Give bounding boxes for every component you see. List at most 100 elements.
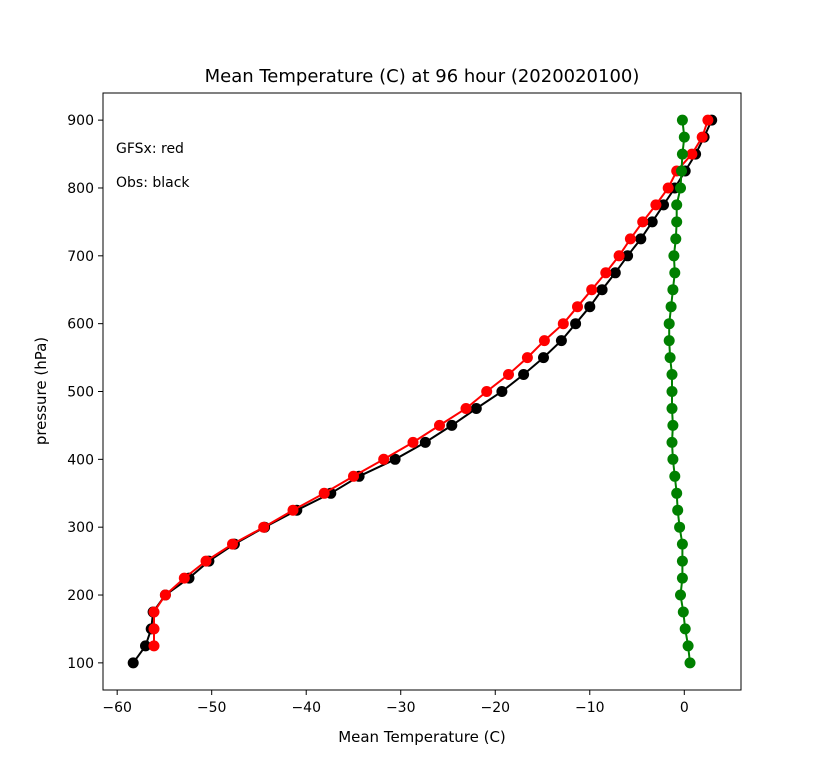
x-axis-label: Mean Temperature (C) bbox=[338, 728, 506, 746]
x-tick-label: −60 bbox=[102, 700, 132, 716]
y-tick-label: 900 bbox=[67, 113, 94, 129]
data-point bbox=[596, 284, 608, 296]
data-point bbox=[676, 165, 687, 177]
data-point bbox=[609, 267, 621, 279]
data-point bbox=[460, 403, 472, 414]
data-point bbox=[677, 606, 689, 618]
annotation-gfsx: GFSx: red bbox=[116, 141, 184, 157]
data-point bbox=[287, 504, 299, 516]
data-point bbox=[200, 555, 212, 567]
data-point bbox=[663, 335, 675, 347]
data-point bbox=[622, 250, 634, 262]
annotation-obs: Obs: black bbox=[116, 175, 190, 191]
data-point bbox=[348, 470, 359, 482]
data-point bbox=[227, 538, 238, 550]
y-tick-label: 700 bbox=[67, 249, 94, 265]
data-point bbox=[148, 606, 160, 618]
y-tick-label: 100 bbox=[67, 656, 94, 672]
data-point bbox=[674, 521, 686, 533]
data-point bbox=[148, 623, 160, 635]
data-point bbox=[662, 182, 674, 194]
data-point bbox=[676, 538, 688, 550]
plot-frame bbox=[102, 92, 742, 691]
data-point bbox=[666, 403, 678, 414]
data-point bbox=[684, 657, 696, 669]
x-tick-label: −40 bbox=[291, 700, 321, 716]
data-point bbox=[557, 318, 569, 330]
data-point bbox=[666, 386, 678, 397]
data-point bbox=[682, 640, 694, 652]
data-point bbox=[148, 640, 160, 652]
data-point bbox=[669, 470, 681, 482]
data-point bbox=[650, 199, 662, 211]
data-point bbox=[127, 657, 139, 669]
data-point bbox=[665, 301, 677, 313]
series-green bbox=[663, 114, 696, 669]
x-tick-label: −50 bbox=[197, 700, 227, 716]
data-point bbox=[667, 453, 679, 465]
data-point bbox=[668, 250, 680, 262]
series-line bbox=[132, 119, 713, 664]
data-point bbox=[481, 386, 493, 397]
data-point bbox=[600, 267, 612, 279]
data-point bbox=[538, 352, 549, 364]
x-tick-label: −20 bbox=[480, 700, 510, 716]
data-point bbox=[159, 589, 171, 601]
data-point bbox=[572, 301, 583, 313]
data-point bbox=[669, 267, 681, 279]
data-point bbox=[675, 182, 686, 194]
data-point bbox=[389, 453, 401, 465]
data-point bbox=[658, 199, 669, 211]
data-point bbox=[675, 589, 686, 601]
data-point bbox=[496, 386, 508, 397]
y-axis-label: pressure (hPa) bbox=[32, 337, 50, 445]
data-point bbox=[672, 504, 684, 516]
series-line bbox=[153, 119, 709, 646]
y-tick-label: 300 bbox=[67, 520, 94, 536]
data-point bbox=[318, 487, 330, 499]
data-point bbox=[637, 216, 649, 228]
data-point bbox=[664, 352, 676, 364]
data-point bbox=[679, 623, 691, 635]
data-point bbox=[671, 487, 683, 499]
axes: −60 −50 −40 −30 −20 −10 0 100 200 300 400 500 600 700… bbox=[67, 113, 688, 716]
series-obs-black bbox=[127, 114, 718, 669]
data-point bbox=[407, 436, 419, 448]
data-point bbox=[584, 301, 596, 313]
data-point bbox=[671, 199, 683, 211]
data-point bbox=[663, 318, 675, 330]
data-point bbox=[470, 403, 482, 414]
data-point bbox=[446, 419, 458, 431]
y-tick-label: 600 bbox=[67, 317, 94, 333]
data-point bbox=[666, 369, 678, 380]
data-point bbox=[518, 369, 530, 380]
data-point bbox=[140, 640, 151, 652]
data-point bbox=[258, 521, 270, 533]
y-tick-label: 500 bbox=[67, 385, 94, 401]
y-tick-label: 400 bbox=[67, 452, 94, 468]
data-point bbox=[434, 419, 445, 431]
data-point bbox=[676, 148, 688, 160]
data-point bbox=[676, 555, 688, 567]
data-point bbox=[635, 233, 647, 245]
data-point bbox=[613, 250, 625, 262]
data-point bbox=[570, 318, 582, 330]
data-point bbox=[624, 233, 636, 245]
data-point bbox=[646, 216, 658, 228]
x-tick-label: −10 bbox=[575, 700, 605, 716]
data-point bbox=[678, 131, 690, 143]
data-point bbox=[667, 419, 679, 431]
data-point bbox=[702, 114, 714, 126]
data-point bbox=[671, 216, 683, 228]
data-point bbox=[378, 453, 390, 465]
data-point bbox=[178, 572, 190, 584]
data-point bbox=[586, 284, 598, 296]
data-point bbox=[419, 436, 431, 448]
data-point bbox=[696, 131, 708, 143]
data-point bbox=[686, 148, 698, 160]
chart-title: Mean Temperature (C) at 96 hour (2020020… bbox=[205, 66, 640, 87]
y-tick-label: 800 bbox=[67, 181, 94, 197]
series-gfsx-red bbox=[148, 114, 714, 652]
data-point bbox=[521, 352, 533, 364]
